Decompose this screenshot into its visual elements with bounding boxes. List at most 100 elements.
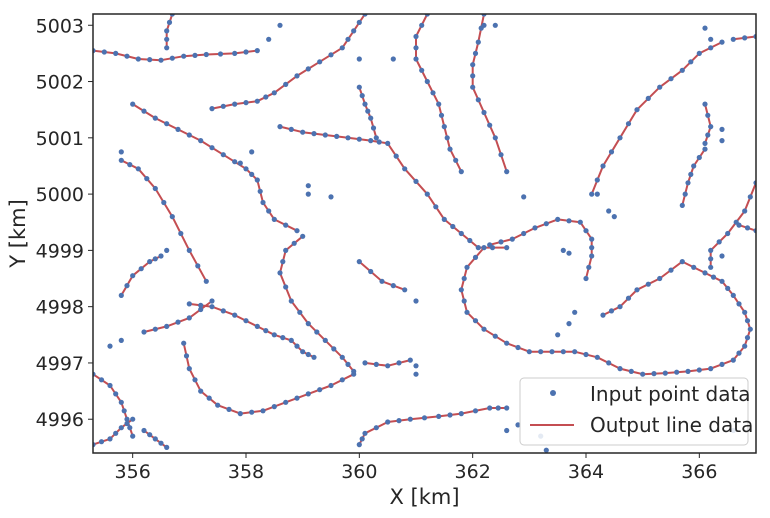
input-point bbox=[594, 354, 600, 360]
x-axis-label: X [km] bbox=[389, 485, 459, 509]
input-point bbox=[708, 366, 714, 372]
input-point bbox=[113, 50, 119, 57]
input-point bbox=[118, 292, 124, 298]
input-point bbox=[138, 266, 144, 272]
input-point bbox=[441, 216, 447, 222]
input-point bbox=[127, 162, 133, 168]
input-point bbox=[164, 36, 170, 42]
input-point bbox=[413, 298, 419, 304]
input-point bbox=[461, 275, 467, 282]
input-point bbox=[492, 22, 498, 28]
input-point bbox=[178, 230, 184, 237]
input-point bbox=[249, 171, 255, 177]
input-point bbox=[526, 349, 532, 355]
input-point bbox=[220, 308, 226, 314]
x-axis-ticks: 356 358 360 362 364 366 bbox=[115, 453, 717, 483]
input-point bbox=[141, 108, 147, 114]
input-point bbox=[424, 191, 430, 197]
input-point bbox=[487, 122, 493, 128]
input-point bbox=[515, 344, 521, 351]
input-point bbox=[345, 36, 351, 42]
input-point bbox=[113, 430, 119, 436]
y-axis-ticks: 4996 4997 4998 4999 5000 5001 5002 5003 bbox=[36, 15, 93, 431]
input-point bbox=[101, 49, 107, 55]
input-point bbox=[198, 388, 204, 394]
input-point bbox=[589, 253, 595, 259]
input-point bbox=[625, 295, 632, 301]
input-point bbox=[359, 436, 365, 442]
input-point bbox=[152, 326, 158, 332]
input-point bbox=[127, 425, 133, 431]
input-point bbox=[158, 57, 164, 63]
input-point bbox=[249, 409, 255, 415]
input-point bbox=[266, 208, 272, 214]
input-point bbox=[447, 146, 453, 152]
input-point bbox=[657, 84, 663, 90]
input-point bbox=[549, 349, 555, 355]
input-point bbox=[98, 377, 105, 383]
input-point bbox=[719, 278, 725, 284]
input-point bbox=[645, 281, 651, 287]
input-point bbox=[254, 98, 260, 104]
input-point bbox=[118, 425, 124, 431]
input-point bbox=[144, 176, 150, 182]
input-point bbox=[141, 427, 147, 434]
input-point bbox=[305, 391, 311, 397]
input-point bbox=[356, 19, 362, 25]
input-point bbox=[708, 256, 714, 262]
input-point bbox=[232, 312, 238, 318]
input-point bbox=[453, 157, 459, 163]
input-point bbox=[515, 422, 521, 428]
input-point bbox=[339, 45, 345, 51]
input-point bbox=[124, 420, 130, 427]
input-point bbox=[254, 323, 260, 329]
input-point bbox=[294, 395, 300, 401]
input-point bbox=[685, 368, 691, 374]
input-point bbox=[744, 318, 751, 324]
input-point bbox=[152, 115, 158, 121]
input-point bbox=[504, 169, 510, 175]
input-point bbox=[747, 194, 753, 200]
input-point bbox=[495, 405, 501, 411]
input-point bbox=[141, 329, 147, 335]
input-point bbox=[175, 126, 181, 132]
input-point bbox=[589, 236, 595, 242]
input-point bbox=[688, 59, 694, 65]
input-point bbox=[586, 264, 592, 270]
legend-box bbox=[519, 377, 749, 446]
input-point bbox=[186, 315, 192, 321]
input-point bbox=[175, 319, 181, 325]
input-point bbox=[164, 45, 170, 51]
input-point bbox=[147, 259, 153, 265]
input-point bbox=[708, 247, 714, 253]
input-point bbox=[198, 302, 204, 308]
input-point bbox=[606, 208, 612, 214]
input-point bbox=[725, 285, 731, 291]
input-point bbox=[164, 121, 170, 127]
input-point bbox=[433, 204, 439, 210]
y-tick-label: 5000 bbox=[36, 184, 84, 206]
input-point bbox=[198, 138, 204, 144]
input-point bbox=[181, 53, 187, 59]
input-point bbox=[716, 239, 722, 245]
input-point bbox=[436, 413, 442, 419]
input-point bbox=[419, 22, 425, 28]
legend-marker-points bbox=[550, 390, 556, 396]
input-point bbox=[744, 335, 751, 341]
input-point bbox=[617, 135, 623, 141]
input-point bbox=[742, 309, 748, 315]
input-point bbox=[373, 135, 379, 141]
input-point bbox=[487, 242, 493, 248]
input-point bbox=[322, 132, 328, 138]
input-point bbox=[356, 259, 362, 265]
input-point bbox=[402, 287, 408, 293]
legend: Input point data Output line data bbox=[519, 377, 753, 446]
y-tick-label: 5002 bbox=[36, 72, 84, 94]
input-point bbox=[135, 166, 141, 172]
input-point bbox=[458, 230, 464, 237]
input-point bbox=[339, 354, 345, 360]
input-point bbox=[203, 51, 209, 58]
input-point bbox=[331, 346, 337, 352]
input-point bbox=[390, 283, 396, 289]
input-point bbox=[192, 52, 198, 59]
